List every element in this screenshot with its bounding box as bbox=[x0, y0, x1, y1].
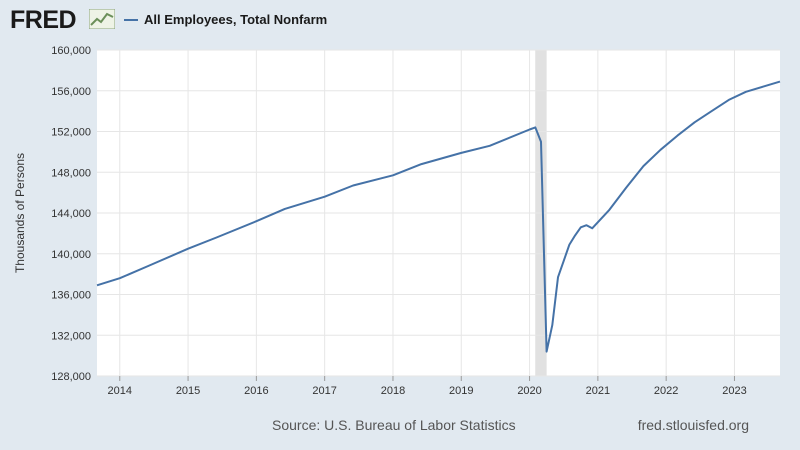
y-tick-label: 160,000 bbox=[51, 45, 91, 57]
chart-header: FRED All Employees, Total Nonfarm bbox=[0, 0, 800, 40]
x-tick-label: 2018 bbox=[381, 385, 405, 397]
x-tick-label: 2021 bbox=[586, 385, 610, 397]
x-tick-label: 2016 bbox=[244, 385, 268, 397]
x-tick-label: 2023 bbox=[722, 385, 746, 397]
y-tick-label: 132,000 bbox=[51, 330, 91, 342]
y-tick-label: 136,000 bbox=[51, 290, 91, 302]
fred-logo[interactable]: FRED bbox=[10, 6, 77, 34]
y-tick-label: 140,000 bbox=[51, 249, 91, 261]
x-tick-label: 2017 bbox=[312, 385, 336, 397]
legend-swatch bbox=[124, 19, 138, 21]
x-tick-label: 2014 bbox=[108, 385, 132, 397]
x-tick-label: 2015 bbox=[176, 385, 200, 397]
gridlines bbox=[97, 49, 780, 377]
source-note: Source: U.S. Bureau of Labor Statistics bbox=[272, 417, 516, 433]
x-axis-ticks: 2014 2015 2016 2017 2018 2019 2020 2021 2022 2023 bbox=[108, 376, 747, 397]
x-tick-label: 2020 bbox=[517, 385, 541, 397]
y-tick-label: 152,000 bbox=[51, 127, 91, 139]
legend-label[interactable]: All Employees, Total Nonfarm bbox=[144, 12, 328, 27]
y-tick-label: 144,000 bbox=[51, 208, 91, 220]
y-tick-label: 148,000 bbox=[51, 167, 91, 179]
y-tick-label: 128,000 bbox=[51, 371, 91, 383]
x-tick-label: 2019 bbox=[449, 385, 473, 397]
site-link[interactable]: fred.stlouisfed.org bbox=[637, 417, 749, 433]
y-axis-label: Thousands of Persons bbox=[13, 153, 27, 273]
series-line[interactable] bbox=[96, 80, 781, 353]
series-layer bbox=[96, 80, 781, 353]
x-tick-label: 2022 bbox=[654, 385, 678, 397]
y-axis-ticks: 128,000 132,000 136,000 140,000 144,000 148,0… bbox=[51, 45, 91, 383]
y-tick-label: 156,000 bbox=[51, 86, 91, 98]
line-chart-icon bbox=[89, 9, 115, 29]
